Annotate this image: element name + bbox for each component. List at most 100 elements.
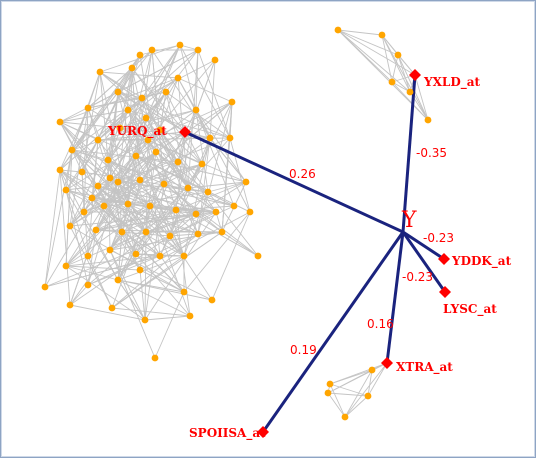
orange-node bbox=[142, 114, 150, 122]
grey-edge bbox=[109, 205, 151, 251]
grey-edge bbox=[97, 77, 179, 141]
grey-edge bbox=[109, 91, 167, 179]
grey-edge bbox=[91, 197, 177, 211]
grey-edge bbox=[175, 209, 191, 317]
orange-node bbox=[78, 168, 86, 176]
orange-node bbox=[228, 98, 236, 106]
grey-edge bbox=[221, 101, 233, 233]
grey-edge bbox=[195, 109, 209, 193]
grey-edge bbox=[131, 67, 186, 133]
orange-node bbox=[136, 266, 144, 274]
grey-edge bbox=[177, 131, 186, 163]
orange-node bbox=[96, 68, 104, 76]
grey-edge bbox=[367, 369, 373, 397]
orange-node bbox=[152, 148, 160, 156]
grey-edge bbox=[391, 81, 411, 93]
orange-node bbox=[106, 246, 114, 254]
grey-edge bbox=[59, 169, 119, 281]
orange-node bbox=[186, 312, 194, 320]
grey-edge bbox=[397, 54, 416, 76]
orange-node bbox=[212, 208, 220, 216]
grey-edge bbox=[91, 163, 203, 199]
grey-edge bbox=[107, 159, 165, 185]
grey-edge bbox=[117, 255, 185, 281]
grey-edge bbox=[81, 139, 99, 173]
grey-edge bbox=[381, 34, 393, 83]
grey-edge bbox=[65, 149, 73, 267]
grey-edge bbox=[147, 59, 216, 141]
grey-edge bbox=[147, 139, 185, 257]
grey-edge bbox=[71, 109, 197, 151]
grey-edge bbox=[109, 249, 213, 301]
grey-edge bbox=[99, 71, 186, 133]
hub-edge-yxld bbox=[401, 74, 417, 233]
grey-edge bbox=[145, 117, 179, 163]
grey-edge bbox=[111, 233, 199, 309]
grey-edge bbox=[117, 279, 185, 293]
grey-edge bbox=[344, 369, 373, 418]
grey-edge bbox=[163, 163, 203, 185]
grey-edge bbox=[215, 211, 223, 233]
orange-node bbox=[156, 252, 164, 260]
grey-edge bbox=[71, 54, 141, 151]
orange-node bbox=[180, 288, 188, 296]
grey-edge bbox=[391, 81, 429, 121]
orange-node bbox=[142, 228, 150, 236]
grey-edge bbox=[329, 383, 346, 418]
grey-edge bbox=[127, 109, 179, 163]
grey-edge bbox=[59, 109, 129, 123]
orange-node bbox=[146, 202, 154, 210]
grey-edge bbox=[71, 49, 153, 151]
node-label-lysc: LYSC_at bbox=[443, 302, 497, 317]
grey-edge bbox=[59, 169, 137, 255]
weight-label-lysc: -0.23 bbox=[402, 270, 433, 284]
orange-node bbox=[132, 250, 140, 258]
target-node-yddk bbox=[438, 253, 450, 265]
orange-node bbox=[378, 31, 386, 39]
orange-node bbox=[116, 124, 124, 132]
node-label-yddk: YDDK_at bbox=[451, 254, 512, 269]
grey-edge bbox=[87, 107, 179, 163]
grey-edge bbox=[149, 109, 197, 207]
grey-edge bbox=[197, 49, 231, 139]
grey-edge bbox=[87, 151, 157, 257]
grey-edge bbox=[65, 139, 149, 191]
node-label-xtra: XTRA_at bbox=[396, 360, 453, 375]
grey-edge bbox=[139, 163, 203, 181]
center-label: Y bbox=[401, 208, 417, 233]
orange-node bbox=[156, 126, 164, 134]
grey-edge bbox=[65, 255, 161, 267]
orange-node bbox=[194, 230, 202, 238]
grey-edge bbox=[44, 169, 61, 288]
grey-edge bbox=[127, 183, 165, 205]
grey-edge bbox=[414, 74, 429, 121]
orange-node bbox=[160, 180, 168, 188]
orange-node bbox=[364, 392, 372, 400]
grey-edge bbox=[144, 183, 165, 321]
grey-edge bbox=[211, 211, 251, 301]
grey-edge bbox=[65, 179, 141, 267]
grey-edge bbox=[109, 249, 156, 359]
hub-edge-spoiisa bbox=[261, 231, 405, 433]
grey-edge bbox=[183, 211, 251, 293]
grey-edge bbox=[111, 255, 185, 309]
grey-edge bbox=[391, 54, 399, 83]
grey-edge bbox=[117, 91, 143, 99]
orange-node bbox=[106, 174, 114, 182]
orange-node bbox=[334, 26, 342, 34]
orange-node bbox=[84, 252, 92, 260]
weight-label-yurq: 0.26 bbox=[289, 167, 316, 181]
orange-node bbox=[114, 276, 122, 284]
orange-node bbox=[68, 146, 76, 154]
grey-edge bbox=[99, 71, 143, 99]
grey-edge bbox=[197, 101, 233, 235]
orange-node bbox=[136, 176, 144, 184]
hub-edge-xtra bbox=[385, 231, 405, 364]
grey-edge bbox=[207, 191, 259, 257]
grey-edge bbox=[44, 177, 111, 288]
orange-node bbox=[180, 252, 188, 260]
grey-edge bbox=[97, 109, 129, 187]
grey-edge bbox=[95, 187, 189, 231]
grey-edge bbox=[87, 67, 133, 109]
grey-edge bbox=[127, 203, 171, 237]
